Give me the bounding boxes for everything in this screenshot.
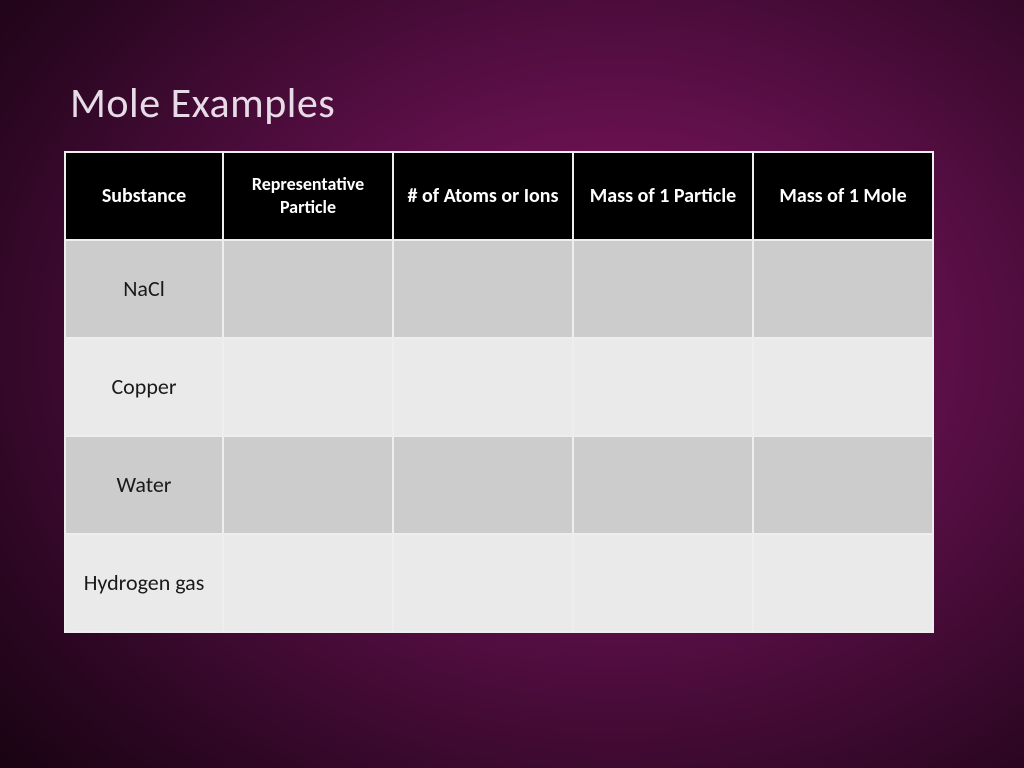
table-row: Water bbox=[66, 437, 932, 533]
table-row: Hydrogen gas bbox=[66, 535, 932, 631]
slide-title: Mole Examples bbox=[70, 78, 960, 129]
cell-substance: Water bbox=[66, 437, 222, 533]
mole-examples-table: Substance Representative Particle # of A… bbox=[64, 151, 934, 633]
cell-rep-particle bbox=[224, 437, 392, 533]
table-row: Copper bbox=[66, 339, 932, 435]
table-row: NaCl bbox=[66, 241, 932, 337]
cell-mass-particle bbox=[574, 241, 752, 337]
cell-rep-particle bbox=[224, 535, 392, 631]
slide: Mole Examples Substance Representative P… bbox=[0, 0, 1024, 768]
cell-mass-mole bbox=[754, 241, 932, 337]
cell-substance: Copper bbox=[66, 339, 222, 435]
col-mass-particle: Mass of 1 Particle bbox=[574, 153, 752, 239]
cell-mass-mole bbox=[754, 339, 932, 435]
cell-mass-particle bbox=[574, 339, 752, 435]
cell-atoms-ions bbox=[394, 241, 572, 337]
cell-mass-particle bbox=[574, 437, 752, 533]
cell-substance: NaCl bbox=[66, 241, 222, 337]
cell-substance: Hydrogen gas bbox=[66, 535, 222, 631]
cell-mass-mole bbox=[754, 535, 932, 631]
col-atoms-ions: # of Atoms or Ions bbox=[394, 153, 572, 239]
cell-rep-particle bbox=[224, 241, 392, 337]
cell-mass-mole bbox=[754, 437, 932, 533]
cell-rep-particle bbox=[224, 339, 392, 435]
cell-mass-particle bbox=[574, 535, 752, 631]
cell-atoms-ions bbox=[394, 437, 572, 533]
col-mass-mole: Mass of 1 Mole bbox=[754, 153, 932, 239]
col-substance: Substance bbox=[66, 153, 222, 239]
cell-atoms-ions bbox=[394, 535, 572, 631]
col-rep-particle: Representative Particle bbox=[224, 153, 392, 239]
cell-atoms-ions bbox=[394, 339, 572, 435]
table-header-row: Substance Representative Particle # of A… bbox=[66, 153, 932, 239]
